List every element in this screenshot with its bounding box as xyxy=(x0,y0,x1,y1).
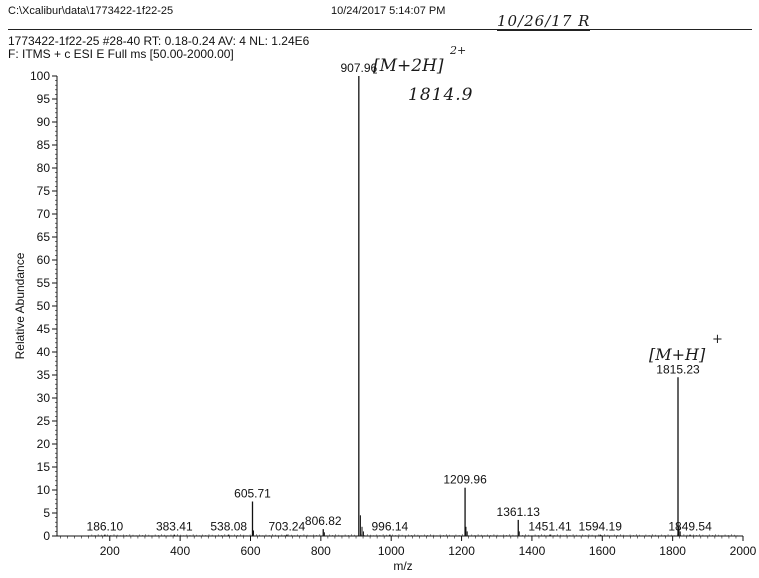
y-tick-label: 65 xyxy=(37,230,51,244)
chart-axes: 0 5 10 15 20 25 30 35 40 45 50 55 60 65 70 75 80 85 90 95 10… xyxy=(30,69,757,558)
y-tick-label: 100 xyxy=(30,69,50,83)
peak-label: 186.10 xyxy=(87,520,124,534)
peak-label: 1451.41 xyxy=(528,520,572,534)
peak-label: 1849.54 xyxy=(668,520,712,534)
y-tick-label: 40 xyxy=(37,345,51,359)
y-tick-label: 60 xyxy=(37,253,51,267)
x-tick-label: 400 xyxy=(170,544,190,558)
y-tick-label: 80 xyxy=(37,161,51,175)
x-tick-label: 800 xyxy=(311,544,331,558)
scan-filter: F: ITMS + c ESI E Full ms [50.00-2000.00… xyxy=(8,47,234,61)
x-tick-label: 200 xyxy=(100,544,120,558)
y-tick-label: 5 xyxy=(43,506,50,520)
peak-label: 996.14 xyxy=(371,520,408,534)
y-tick-label: 50 xyxy=(37,299,51,313)
y-tick-label: 55 xyxy=(37,276,51,290)
y-tick-label: 25 xyxy=(37,414,51,428)
x-tick-label: 1600 xyxy=(589,544,616,558)
handwritten-m2h-annotation: [M+2H] xyxy=(373,56,444,76)
peak-label: 1815.23 xyxy=(656,362,700,376)
peak-label: 538.08 xyxy=(210,520,247,534)
handwritten-mh-annotation: [M+H] xyxy=(649,345,706,364)
y-tick-label: 90 xyxy=(37,115,51,129)
handwritten-mh-charge: + xyxy=(712,332,723,347)
handwritten-date: 10/26/17 R xyxy=(497,12,591,31)
x-tick-label: 2000 xyxy=(730,544,757,558)
header-divider xyxy=(8,29,752,30)
handwritten-m2h-mass: 1814.9 xyxy=(408,85,474,105)
file-path: C:\Xcalibur\data\1773422-1f22-25 xyxy=(8,5,174,17)
x-axis-title: m/z xyxy=(393,559,412,573)
scan-info: 1773422-1f22-25 #28-40 RT: 0.18-0.24 AV:… xyxy=(8,34,310,48)
x-tick-label: 1200 xyxy=(448,544,475,558)
peak-label: 1361.13 xyxy=(497,505,541,519)
acquisition-datetime: 10/24/2017 5:14:07 PM xyxy=(331,5,446,17)
x-tick-label: 1400 xyxy=(519,544,546,558)
peak-label: 1594.19 xyxy=(579,520,623,534)
peak-label: 383.41 xyxy=(156,520,193,534)
y-tick-label: 35 xyxy=(37,368,51,382)
y-tick-label: 95 xyxy=(37,92,51,106)
peak-label: 806.82 xyxy=(305,514,342,528)
y-tick-label: 70 xyxy=(37,207,51,221)
peak-label: 1209.96 xyxy=(443,473,487,487)
y-tick-label: 45 xyxy=(37,322,51,336)
peaks: 186.10 383.41 538.08 605.71 703.24 806.82 907.… xyxy=(87,61,712,536)
y-axis-title: Relative Abundance xyxy=(13,252,27,359)
peak-label: 605.71 xyxy=(234,487,271,501)
y-tick-label: 15 xyxy=(37,460,51,474)
x-tick-label: 1000 xyxy=(378,544,405,558)
peak-label: 907.96 xyxy=(340,61,377,75)
y-tick-label: 30 xyxy=(37,391,51,405)
peak-label: 703.24 xyxy=(268,520,305,534)
handwritten-m2h-charge: 2+ xyxy=(450,44,467,57)
y-tick-label: 10 xyxy=(37,483,51,497)
x-tick-label: 600 xyxy=(240,544,260,558)
y-tick-label: 0 xyxy=(43,529,50,543)
x-tick-label: 1800 xyxy=(659,544,686,558)
y-tick-label: 85 xyxy=(37,138,51,152)
y-tick-label: 75 xyxy=(37,184,51,198)
y-tick-label: 20 xyxy=(37,437,51,451)
